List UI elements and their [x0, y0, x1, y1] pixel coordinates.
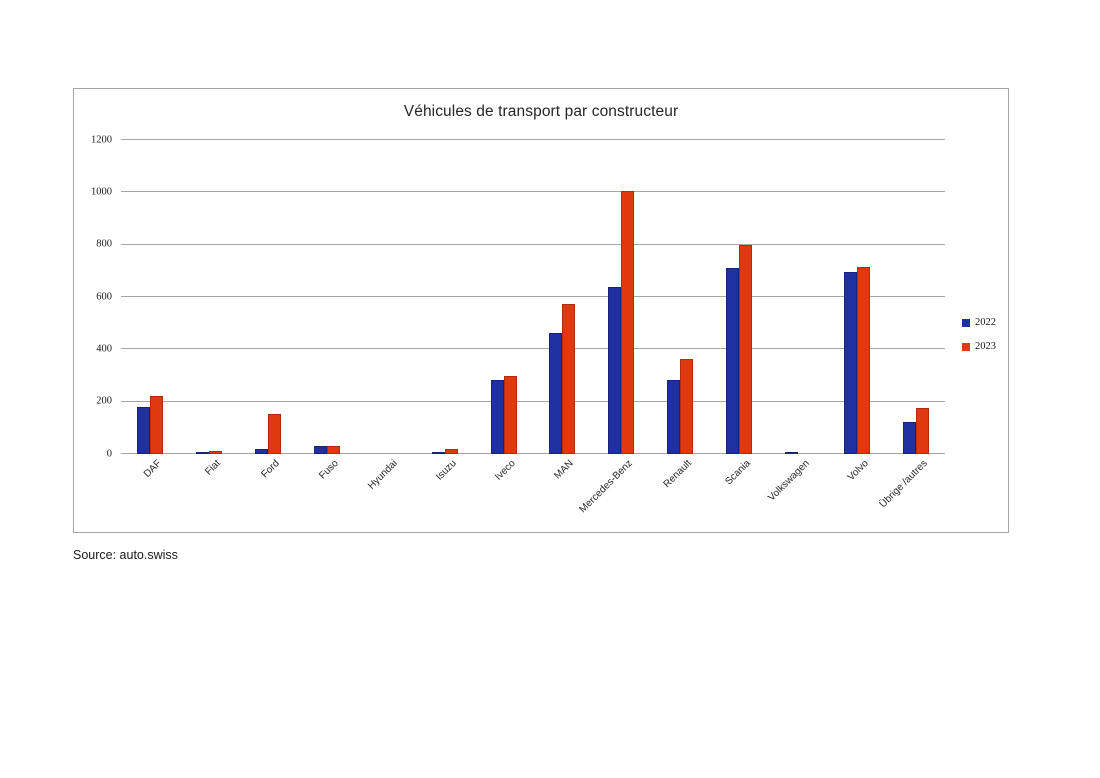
bar-2022	[255, 448, 269, 454]
gridline: 400	[96, 343, 945, 354]
y-axis-tick-label: 600	[96, 291, 112, 302]
y-axis-tick-label: 1000	[91, 186, 112, 198]
chart-frame: Véhicules de transport par constructeur …	[73, 88, 1009, 533]
x-axis-tick-label: Iveco	[492, 458, 518, 483]
x-axis-tick: Iveco	[493, 458, 518, 483]
chart-title: Véhicules de transport par constructeur	[403, 103, 679, 120]
bar-2023	[268, 413, 282, 454]
gridline: 800	[96, 239, 945, 250]
bar-2023	[444, 448, 458, 454]
legend-label: 2022	[975, 317, 996, 328]
x-axis-tick: Isuzu	[434, 458, 459, 483]
bar-2023	[562, 304, 576, 454]
bar-2023	[680, 359, 694, 454]
bar-2022	[490, 379, 504, 454]
legend-item-2023[interactable]: 2023	[962, 338, 1022, 355]
legend-label: 2023	[975, 341, 996, 352]
x-axis-labels: DAF Fiat Ford Fuso Hyundai Isuzu Iveco MAN Merce…	[121, 140, 945, 515]
bar-2023	[738, 245, 752, 454]
bar-group	[121, 140, 180, 454]
bar-group	[180, 140, 239, 454]
x-axis-tick: Ford	[260, 458, 282, 480]
bar-2022	[843, 271, 857, 454]
x-axis-tick-label: Hyundai	[365, 458, 400, 492]
x-axis-tick: Scania	[723, 458, 752, 487]
bar-group	[768, 140, 827, 454]
bar-group	[239, 140, 298, 454]
chart-legend: 2022 2023	[962, 314, 1022, 362]
gridline: 0	[107, 448, 945, 459]
bar-2022	[608, 286, 622, 454]
x-axis-tick: Volkswagen	[766, 458, 812, 504]
bar-group	[533, 140, 592, 454]
bar-2022	[196, 452, 210, 454]
x-axis-tick: Renault	[662, 458, 694, 490]
bar-2023	[915, 408, 929, 454]
y-axis-tick-label: 200	[96, 395, 112, 407]
bar-2023	[621, 191, 635, 454]
x-axis-tick-label: Fuso	[317, 458, 341, 482]
bar-2022	[313, 446, 327, 454]
bar-group	[710, 140, 769, 454]
x-axis-tick-label: Isuzu	[433, 458, 459, 483]
bar-2023	[326, 445, 340, 454]
bar-group	[651, 140, 710, 454]
legend-swatch-icon	[962, 342, 970, 351]
source-note: Source: auto.swiss	[73, 548, 178, 562]
plot-area: 0 200 400 600 800 1000 1200	[91, 134, 945, 459]
x-axis-tick: Mercedes-Benz	[578, 458, 635, 515]
x-axis-tick: Fuso	[317, 458, 341, 482]
x-axis-tick: Fiat	[203, 458, 223, 478]
x-axis-tick: Volvo	[845, 458, 870, 483]
x-axis-tick: Hyundai	[366, 458, 400, 492]
bar-2022	[431, 451, 445, 454]
bar-group	[827, 140, 886, 454]
y-axis-tick-label: 1200	[91, 134, 112, 145]
gridline: 600	[96, 291, 945, 302]
bar-2022	[549, 333, 563, 454]
x-axis-tick-label: DAF	[142, 458, 165, 480]
x-axis-tick-label: Fiat	[203, 458, 224, 478]
bar-group	[592, 140, 651, 454]
x-axis-tick-label: MAN	[552, 458, 577, 482]
bar-2022	[784, 452, 798, 454]
y-axis-tick-label: 0	[106, 448, 112, 459]
gridline: 1200	[91, 134, 945, 145]
bar-group	[474, 140, 533, 454]
bar-group	[886, 140, 945, 454]
bar-2023	[503, 376, 517, 454]
x-axis-tick-label: Renault	[661, 458, 694, 491]
bar-group	[415, 140, 474, 454]
y-axis-tick-label: 800	[96, 238, 112, 250]
x-axis-tick-label: Volkswagen	[766, 458, 812, 504]
x-axis-tick: DAF	[142, 458, 164, 480]
x-axis-tick-label: Scania	[723, 458, 753, 488]
bar-2023	[150, 395, 164, 454]
x-axis-tick-label: Übrige /autres	[877, 458, 930, 511]
gridline: 1000	[91, 186, 945, 197]
bar-2023	[856, 267, 870, 454]
x-axis-tick-label: Volvo	[845, 458, 871, 484]
x-axis-tick: MAN	[553, 458, 577, 482]
bar-group	[298, 140, 357, 454]
legend-item-2022[interactable]: 2022	[962, 314, 1022, 331]
bar-2022	[667, 380, 681, 454]
bar-2022	[725, 268, 739, 454]
y-axis-tick-label: 400	[96, 343, 112, 355]
x-axis-tick: Übrige /autres	[877, 458, 929, 510]
x-axis-tick-label: Ford	[259, 458, 282, 481]
legend-swatch-icon	[962, 318, 970, 327]
bar-2022	[902, 421, 916, 454]
bar-2022	[137, 406, 151, 454]
x-axis-tick-label: Mercedes-Benz	[577, 458, 636, 516]
bar-2023	[209, 451, 223, 454]
bar-series-container	[121, 140, 945, 454]
gridline: 200	[96, 396, 945, 407]
